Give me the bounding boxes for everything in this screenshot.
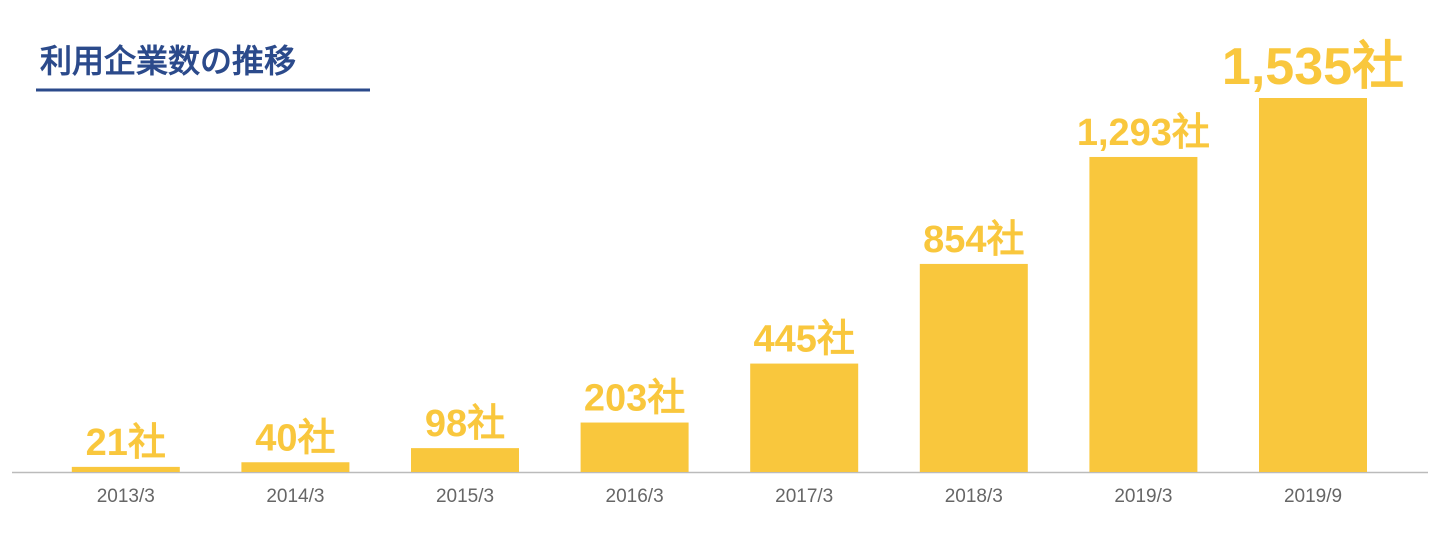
x-tick-label: 2013/3 [97,486,155,507]
value-label: 21社 [86,422,166,464]
bar [1089,156,1198,472]
bar [750,363,859,472]
bar [241,462,350,472]
x-tick-label: 2015/3 [436,486,494,507]
chart-title: 利用企業数の推移 [40,43,296,79]
value-label: 40社 [255,417,335,459]
x-tick-label: 2019/3 [1114,486,1172,507]
value-label: 203社 [584,378,685,420]
value-label: 1,535社 [1222,38,1404,96]
x-tick-label: 2016/3 [606,486,664,507]
bar [1259,98,1367,472]
bar [580,422,689,472]
value-label: 98社 [425,403,505,445]
value-label: 445社 [753,319,854,361]
bar [411,448,519,472]
x-tick-label: 2019/9 [1284,486,1342,507]
value-label: 1,293社 [1077,112,1210,154]
bar [919,263,1028,472]
x-tick-label: 2018/3 [945,486,1003,507]
x-tick-label: 2014/3 [266,486,324,507]
value-label: 854社 [923,219,1024,261]
bar [71,466,180,472]
x-tick-label: 2017/3 [775,486,833,507]
